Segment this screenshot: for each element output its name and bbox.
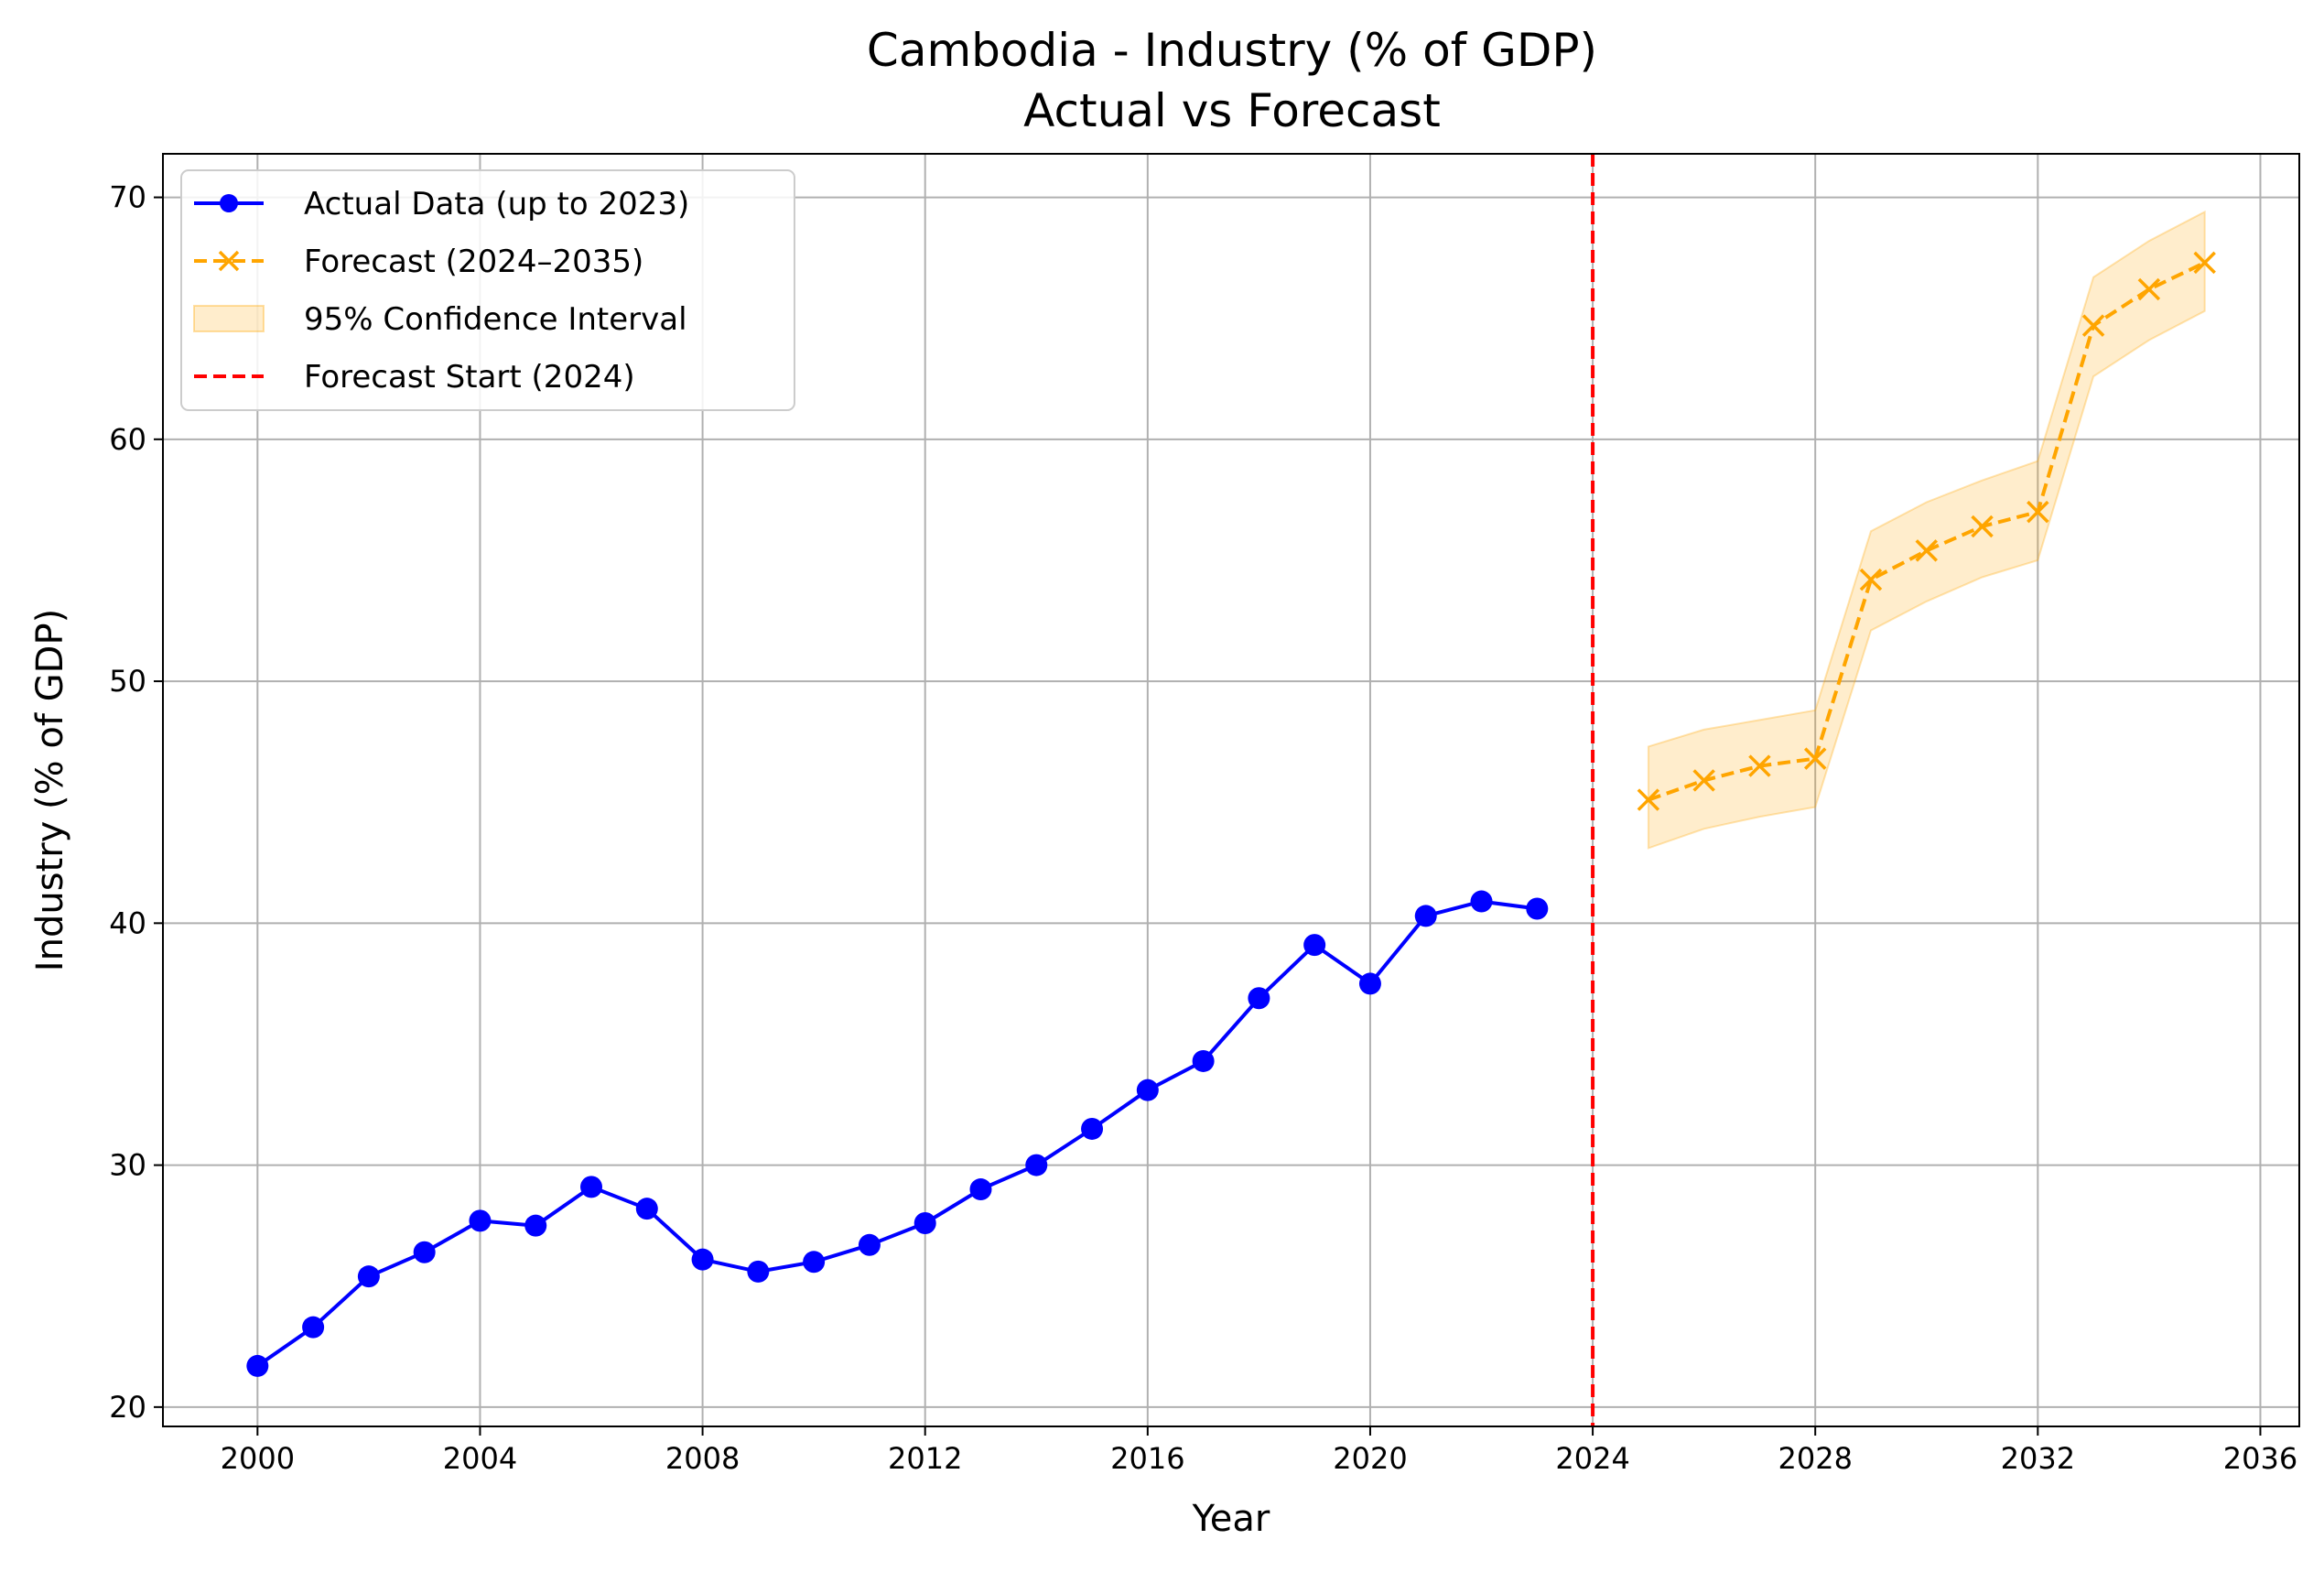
chart-title: Cambodia - Industry (% of GDP): [867, 24, 1597, 77]
y-axis-label: Industry (% of GDP): [29, 609, 71, 971]
x-tick-label: 2036: [2223, 1441, 2297, 1476]
x-tick-label: 2008: [665, 1441, 740, 1476]
y-tick-label: 70: [109, 180, 146, 215]
legend-item-ci: 95% Confidence Interval: [193, 301, 687, 338]
actual-data-point: [858, 1233, 881, 1256]
plot-frame: [162, 153, 2300, 1427]
legend-label-actual: Actual Data (up to 2023): [304, 186, 689, 222]
forecast-data-point: [1692, 769, 1715, 792]
actual-data-point: [413, 1241, 436, 1263]
x-tick-label: 2024: [1555, 1441, 1629, 1476]
actual-data-point: [357, 1265, 380, 1288]
forecast-data-point: [2081, 314, 2105, 337]
actual-data-point: [803, 1251, 826, 1274]
legend-forecast-marker: [218, 250, 240, 272]
actual-data-point: [580, 1176, 603, 1198]
x-tick-label: 2016: [1110, 1441, 1184, 1476]
x-tick-label: 2020: [1333, 1441, 1407, 1476]
forecast-data-point: [2137, 277, 2161, 301]
forecast-data-point: [1803, 747, 1827, 770]
x-tick-label: 2032: [2001, 1441, 2075, 1476]
legend-item-actual: Actual Data (up to 2023): [194, 186, 689, 222]
actual-data-point: [302, 1316, 325, 1339]
forecast-data-point: [2193, 251, 2216, 275]
forecast-data-point: [1748, 754, 1771, 777]
confidence-interval-band: [1647, 210, 2206, 850]
forecast-data-point: [1971, 515, 1994, 538]
actual-data-point: [246, 1354, 269, 1377]
series-layer: [246, 251, 2216, 1377]
actual-data-point: [691, 1248, 714, 1271]
legend-box: [180, 169, 795, 411]
x-tick-label: 2004: [443, 1441, 517, 1476]
chart-subtitle: Actual vs Forecast: [1023, 84, 1441, 137]
legend-item-forecast-start: Forecast Start (2024): [194, 359, 635, 396]
forecast-data-point: [1859, 568, 1883, 591]
x-tick-label: 2000: [221, 1441, 295, 1476]
legend-item-forecast: Forecast (2024–2035): [194, 244, 643, 280]
y-tick-label: 40: [109, 905, 146, 940]
legend-actual-marker: [220, 194, 238, 212]
legend-label-forecast: Forecast (2024–2035): [304, 244, 643, 280]
actual-data-point: [1025, 1154, 1048, 1176]
actual-data-point: [1470, 890, 1493, 913]
y-tick-label: 30: [109, 1148, 146, 1183]
x-tick-label: 2028: [1778, 1441, 1852, 1476]
forecast-data-point: [1637, 788, 1660, 811]
x-axis-label: Year: [1192, 1498, 1270, 1540]
actual-data-point: [1192, 1049, 1215, 1072]
confidence-interval-layer: [1647, 210, 2206, 850]
forecast-series-line: [1648, 261, 2206, 802]
actual-data-point: [913, 1212, 936, 1235]
y-tick-label: 60: [109, 422, 146, 457]
actual-data-point: [747, 1260, 770, 1283]
tick-layer: 2000 2004 2008 2012 2016 2020 2024 2028 2032 2036…: [109, 180, 2297, 1476]
legend-label-forecast-start: Forecast Start (2024): [304, 359, 635, 396]
actual-data-point: [1081, 1117, 1104, 1140]
actual-data-point: [1526, 897, 1549, 920]
y-tick-label: 50: [109, 664, 146, 699]
x-tick-label: 2012: [888, 1441, 962, 1476]
actual-data-point: [969, 1178, 992, 1201]
actual-data-point: [469, 1209, 492, 1232]
forecast-data-point: [1915, 539, 1939, 562]
actual-data-point: [1303, 934, 1326, 957]
actual-data-point: [1358, 972, 1381, 995]
legend: Actual Data (up to 2023) Forecast (2024–…: [180, 169, 795, 411]
actual-data-point: [524, 1214, 547, 1237]
legend-label-ci: 95% Confidence Interval: [304, 301, 687, 338]
actual-data-point: [1136, 1079, 1159, 1101]
actual-data-point: [1248, 987, 1270, 1010]
actual-data-point: [635, 1198, 658, 1220]
forecast-data-point: [2027, 500, 2049, 524]
y-tick-label: 20: [109, 1390, 146, 1425]
legend-ci-patch: [193, 305, 265, 332]
actual-data-point: [1414, 905, 1437, 927]
